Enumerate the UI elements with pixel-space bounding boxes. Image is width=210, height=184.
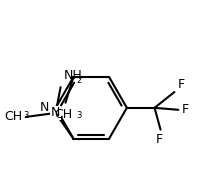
Text: 3: 3	[23, 111, 28, 120]
Text: CH: CH	[54, 108, 73, 121]
Text: N: N	[51, 107, 60, 119]
Text: CH: CH	[4, 110, 22, 123]
Text: NH: NH	[64, 69, 82, 82]
Text: N: N	[39, 101, 49, 114]
Text: 2: 2	[76, 76, 82, 85]
Text: F: F	[177, 78, 184, 91]
Text: F: F	[181, 103, 188, 116]
Text: F: F	[156, 132, 163, 146]
Text: 3: 3	[76, 111, 82, 120]
